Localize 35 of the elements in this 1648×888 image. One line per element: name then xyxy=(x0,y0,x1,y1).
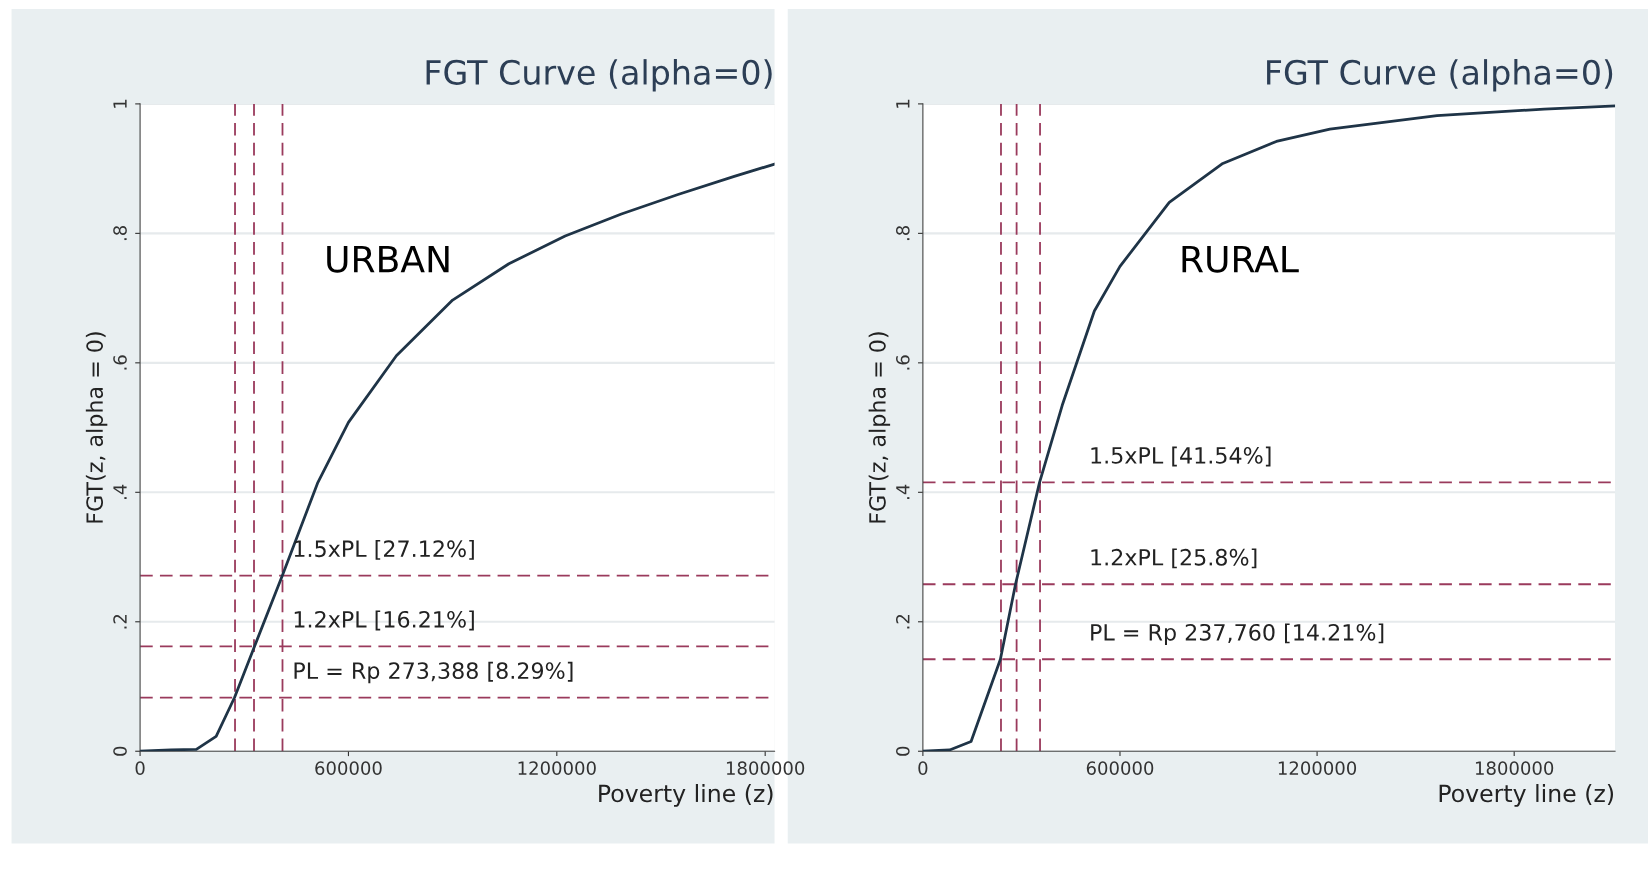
y-tick-label: 1 xyxy=(896,99,910,108)
x-tick-label: 1800000 xyxy=(1475,761,1554,775)
x-tick-label: 0 xyxy=(135,761,145,775)
y-tick-label: .6 xyxy=(896,355,910,370)
x-axis-title: Poverty line (z) xyxy=(599,784,773,807)
ref-line-label: 1.2xPL [25.8%] xyxy=(1091,548,1257,569)
chart-title: FGT Curve (alpha=0) xyxy=(1267,59,1613,92)
y-tick-label: .6 xyxy=(113,355,127,370)
annotation: URBAN xyxy=(327,245,449,273)
y-tick-label: 1 xyxy=(113,99,127,108)
y-tick-label: .4 xyxy=(113,484,127,499)
line-series xyxy=(922,104,1616,752)
x-tick-label: 1800000 xyxy=(726,761,805,775)
y-tick-label: .2 xyxy=(896,614,910,629)
ref-line-label: 1.5xPL [41.54%] xyxy=(1091,446,1271,467)
annotation: RURAL xyxy=(1182,245,1299,273)
y-tick-label: .4 xyxy=(896,484,910,499)
chart-title: FGT Curve (alpha=0) xyxy=(426,59,772,92)
y-tick-label: 0 xyxy=(896,746,910,756)
x-tick-label: 1200000 xyxy=(518,761,596,775)
y-tick-label: 0 xyxy=(113,746,127,756)
y-tick-label: .2 xyxy=(113,614,127,629)
ref-line-label: 1.2xPL [16.21%] xyxy=(294,610,474,631)
x-tick-label: 1200000 xyxy=(1278,761,1357,775)
x-axis-title: Poverty line (z) xyxy=(1439,784,1614,807)
y-tick-label: .8 xyxy=(113,225,127,241)
ref-line-label: PL = Rp 237,760 [14.21%] xyxy=(1091,623,1384,646)
x-tick-label: 600000 xyxy=(315,761,382,775)
y-tick-label: .8 xyxy=(896,225,910,241)
x-tick-label: 600000 xyxy=(1086,761,1154,775)
y-axis-title: FGT(z, alpha = 0) xyxy=(85,332,108,523)
ref-line-label: 1.5xPL [27.12%] xyxy=(294,539,474,560)
y-axis-title: FGT(z, alpha = 0) xyxy=(868,332,891,523)
ref-line-label: PL = Rp 273,388 [8.29%] xyxy=(294,661,573,684)
x-tick-label: 0 xyxy=(918,761,928,775)
